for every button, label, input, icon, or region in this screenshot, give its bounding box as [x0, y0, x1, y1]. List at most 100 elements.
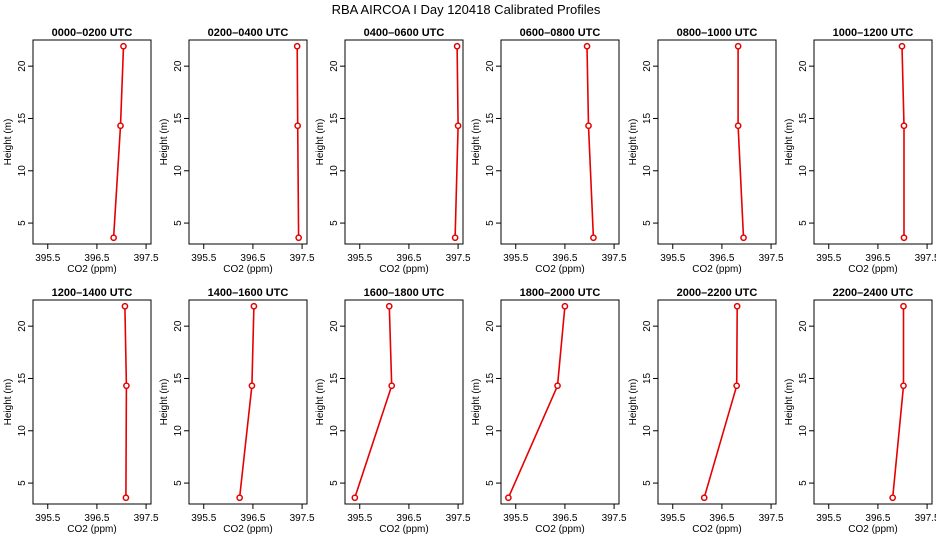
x-tick-label: 397.5	[759, 253, 784, 264]
profile-point	[117, 122, 124, 130]
y-tick-label: 15	[173, 372, 184, 384]
y-tick-label: 15	[17, 112, 28, 124]
profile-point	[900, 382, 907, 390]
y-tick-label: 15	[642, 112, 653, 124]
profile-point	[121, 302, 129, 310]
profile-panel: 0600–0800 UTC 395.5 396.5 397.5 5 10 15 20 CO2 (…	[471, 27, 627, 275]
x-tick-label: 395.5	[191, 513, 216, 524]
profile-panel: 0400–0600 UTC 395.5 396.5 397.5 5 10 15 20 CO2 (…	[315, 27, 471, 275]
y-tick-label: 20	[642, 60, 653, 72]
y-tick-label: 20	[173, 60, 184, 72]
profile-panel: 1400–1600 UTC 395.5 396.5 397.5 5 10 15 20 CO2 (…	[159, 287, 315, 535]
profile-point	[454, 122, 462, 130]
y-tick-label: 10	[329, 165, 340, 177]
profile-point	[110, 234, 117, 242]
profile-point	[385, 302, 393, 310]
y-tick-label: 5	[173, 480, 184, 486]
profile-point	[295, 234, 302, 242]
y-tick-label: 10	[798, 425, 809, 437]
y-tick-label: 15	[329, 372, 340, 384]
profile-line	[703, 306, 738, 498]
profile-line	[296, 46, 300, 238]
y-tick-label: 10	[173, 165, 184, 177]
profile-point	[554, 382, 561, 390]
plot-frame	[657, 39, 777, 245]
profile-line	[737, 46, 745, 238]
profile-point	[733, 382, 741, 390]
y-tick-label: 15	[329, 112, 340, 124]
y-axis-label: Height (m)	[3, 119, 14, 166]
y-tick-label: 15	[642, 372, 653, 384]
y-tick-label: 5	[173, 220, 184, 226]
profile-point	[900, 234, 908, 242]
profile-point	[453, 42, 461, 50]
y-tick-label: 5	[642, 480, 653, 486]
profile-panel: 1000–1200 UTC 395.5 396.5 397.5 5 10 15 20 CO2 (…	[784, 27, 936, 275]
y-axis-label: Height (m)	[3, 379, 14, 426]
x-axis-label: CO2 (ppm)	[67, 524, 116, 535]
y-tick-label: 10	[173, 425, 184, 437]
profile-panel: 0000–0200 UTC 395.5 396.5 397.5 5 10 15 20 CO2 (…	[3, 27, 159, 275]
profile-point	[590, 234, 597, 242]
x-tick-label: 397.5	[134, 253, 159, 264]
y-tick-label: 20	[17, 320, 28, 332]
x-axis-label: CO2 (ppm)	[692, 524, 741, 535]
profile-line	[354, 306, 393, 498]
x-tick-label: 395.5	[347, 513, 372, 524]
x-axis-label: CO2 (ppm)	[67, 264, 116, 275]
y-tick-label: 20	[173, 320, 184, 332]
y-tick-label: 5	[798, 220, 809, 226]
x-tick-label: 396.5	[865, 253, 890, 264]
x-axis-label: CO2 (ppm)	[223, 524, 272, 535]
profile-line	[586, 46, 595, 238]
x-axis-label: CO2 (ppm)	[535, 524, 584, 535]
profile-point	[561, 302, 569, 310]
y-tick-label: 10	[798, 165, 809, 177]
panel-title: 0400–0600 UTC	[364, 27, 445, 39]
y-tick-label: 5	[329, 480, 340, 486]
plot-frame	[188, 299, 308, 505]
profile-point	[889, 494, 897, 502]
y-axis-label: Height (m)	[315, 119, 326, 166]
x-axis-label: CO2 (ppm)	[848, 524, 897, 535]
x-tick-label: 395.5	[816, 513, 841, 524]
panel-title: 0600–0800 UTC	[520, 27, 601, 39]
x-tick-label: 395.5	[503, 513, 528, 524]
x-tick-label: 396.5	[709, 513, 734, 524]
y-axis-label: Height (m)	[784, 119, 795, 166]
profile-point	[388, 382, 396, 390]
x-tick-label: 395.5	[503, 253, 528, 264]
profile-point	[733, 302, 741, 310]
x-tick-label: 396.5	[396, 253, 421, 264]
y-tick-label: 10	[642, 425, 653, 437]
profile-point	[900, 302, 907, 310]
profile-point	[898, 42, 906, 50]
x-tick-label: 396.5	[240, 253, 265, 264]
x-tick-label: 396.5	[552, 513, 577, 524]
profile-panel: 1800–2000 UTC 395.5 396.5 397.5 5 10 15 20 CO2 (…	[471, 287, 627, 535]
y-axis-label: Height (m)	[159, 379, 170, 426]
x-tick-label: 397.5	[446, 253, 471, 264]
panel-title: 1600–1800 UTC	[364, 287, 445, 299]
panel-title: 1400–1600 UTC	[208, 287, 289, 299]
y-tick-label: 20	[17, 60, 28, 72]
x-tick-label: 396.5	[552, 253, 577, 264]
x-tick-label: 396.5	[396, 513, 421, 524]
x-tick-label: 397.5	[134, 513, 159, 524]
profile-point	[250, 302, 258, 310]
y-tick-label: 15	[17, 372, 28, 384]
x-tick-label: 397.5	[602, 513, 627, 524]
profile-panel: 1600–1800 UTC 395.5 396.5 397.5 5 10 15 20 CO2 (…	[315, 287, 471, 535]
panel-title: 0000–0200 UTC	[52, 27, 133, 39]
plot-frame	[500, 39, 620, 245]
profile-point	[236, 494, 243, 502]
x-tick-label: 395.5	[660, 513, 685, 524]
y-axis-label: Height (m)	[471, 119, 482, 166]
profile-line	[901, 46, 905, 238]
x-axis-label: CO2 (ppm)	[379, 264, 428, 275]
y-tick-label: 15	[485, 112, 496, 124]
x-tick-label: 396.5	[709, 253, 734, 264]
profile-point	[122, 494, 130, 502]
plot-frame	[500, 299, 620, 505]
x-tick-label: 395.5	[191, 253, 216, 264]
